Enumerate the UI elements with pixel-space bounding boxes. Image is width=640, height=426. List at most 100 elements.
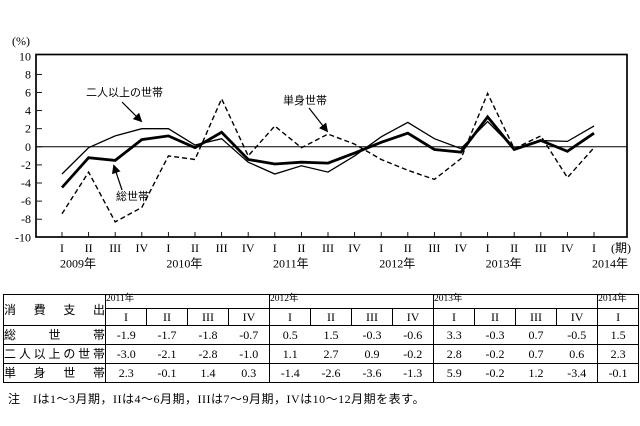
table-value-cell: -2.6 — [321, 366, 341, 380]
table-value-cell: -1.3 — [403, 366, 423, 380]
x-axis-quarter-label: I — [166, 241, 170, 255]
table-value-cell: -1.9 — [105, 325, 147, 345]
table-value-cell: 1.4 — [200, 366, 216, 380]
annotation-arrow-icon — [112, 164, 123, 191]
table-value-cell: 0.3 — [241, 366, 257, 380]
x-axis-quarter-label: I — [379, 241, 383, 255]
table-year-header: 2014年 — [597, 294, 639, 309]
table-value-cell: -3.4 — [567, 366, 587, 380]
table-value-cell: -1.7 — [157, 328, 177, 342]
table-quarter-header: I — [105, 308, 147, 326]
table-row-label: 総世帯 — [3, 325, 106, 345]
y-axis-label: 6 — [25, 86, 31, 100]
table-value-cell: -0.2 — [485, 366, 505, 380]
table-value-cell: 1.2 — [528, 366, 544, 380]
table-value-cell: 3.3 — [433, 325, 475, 345]
x-axis-year-label: 2014年 — [592, 257, 628, 271]
table-value-cell: 1.1 — [269, 344, 311, 364]
table-quarter-header: III — [515, 308, 557, 326]
table-value-cell: -1.8 — [198, 328, 218, 342]
table-row-label: 単身世帯 — [3, 363, 106, 383]
table-value-cell: 5.9 — [433, 363, 475, 383]
annotation-label-two-or-more-person-households: 二人以上の世帯 — [86, 86, 163, 99]
table-quarter-header: III — [351, 308, 393, 326]
x-axis-quarter-label: I — [273, 241, 277, 255]
table-value-cell: -0.7 — [239, 328, 259, 342]
table-value-cell: 1.5 — [597, 325, 639, 345]
x-axis-year-label: 2010年 — [166, 257, 202, 271]
table-value-cell: 2.7 — [323, 347, 339, 361]
table-value-cell: -0.3 — [362, 328, 382, 342]
x-axis-unit-label: (期) — [611, 241, 631, 255]
table-value-cell: -0.1 — [157, 366, 177, 380]
table-year-header: 2011年 — [104, 294, 270, 309]
table-quarter-header: IV — [227, 308, 270, 326]
x-axis-quarter-label: II — [404, 241, 412, 255]
y-axis-label: 0 — [25, 140, 31, 154]
consumption-expenditure-line-chart: -10 -8 -6 -4 -2 0 2 4 6 8 10 (%) I II III IV I II III IV I II… — [12, 34, 631, 271]
y-axis-label: -10 — [15, 230, 31, 244]
annotation-label-single-person-households: 単身世帯 — [283, 93, 327, 107]
table-year-header: 2013年 — [433, 294, 598, 309]
table-value-cell: -0.5 — [567, 328, 587, 342]
table-value-cell: 0.7 — [528, 347, 544, 361]
table-value-cell: 0.5 — [269, 325, 311, 345]
x-axis-year-label: 2011年 — [273, 257, 309, 271]
x-axis-quarter-label: I — [592, 241, 596, 255]
y-axis-label: 8 — [25, 67, 31, 81]
x-axis-year-label: 2013年 — [486, 257, 522, 271]
x-axis-quarter-label: III — [216, 241, 228, 255]
table-row: 単身世帯 2.3 -0.1 1.4 0.3 -1.4 -2.6 -3.6 -1.3 5.9 -0.2… — [3, 363, 639, 383]
table-quarter-header: IV — [392, 308, 434, 326]
table-value-cell: -2.8 — [198, 347, 218, 361]
y-axis-label: 10 — [19, 49, 31, 63]
annotation-arrow-icon — [308, 107, 329, 133]
x-axis-year-label: 2012年 — [379, 257, 415, 271]
table-row: 二人以上の世帯 -3.0 -2.1 -2.8 -1.0 1.1 2.7 0.9 -0.2 2.8-… — [3, 344, 639, 364]
x-axis-quarter-label: II — [297, 241, 305, 255]
x-axis-year-label: 2009年 — [60, 257, 96, 271]
table-value-cell: 0.9 — [364, 347, 380, 361]
y-axis-label: 4 — [25, 104, 31, 118]
plot-border — [35, 53, 628, 238]
x-axis-quarter-label: I — [60, 241, 64, 255]
table-quarter-header: I — [269, 308, 311, 326]
x-axis-quarter-label: II — [191, 241, 199, 255]
x-axis-quarter-label: III — [428, 241, 440, 255]
y-axis-label: -6 — [21, 194, 31, 208]
table-value-cell: 0.6 — [569, 347, 585, 361]
footnote: 注 Iは1～3月期，IIは4～6月期，IIIは7～9月期，IVは10～12月期を… — [8, 392, 425, 406]
table-quarter-header: I — [597, 308, 639, 326]
table-value-cell: -0.3 — [485, 328, 505, 342]
table-value-cell: -0.1 — [597, 363, 639, 383]
x-axis-quarter-label: IV — [455, 241, 468, 255]
table-value-cell: 2.3 — [105, 363, 147, 383]
table-value-cell: 2.3 — [597, 344, 639, 364]
table-value-cell: -2.1 — [157, 347, 177, 361]
x-axis-quarter-label: I — [486, 241, 490, 255]
y-axis-label: -8 — [21, 212, 31, 226]
table-value-cell: -3.0 — [105, 344, 147, 364]
annotation-arrow-icon — [121, 101, 143, 123]
x-axis-quarter-label: IV — [242, 241, 255, 255]
table-year-header: 2012年 — [269, 294, 434, 309]
x-axis-quarter-label: III — [109, 241, 121, 255]
series-line-single-person-households — [61, 91, 595, 223]
table-value-cell: -3.6 — [362, 366, 382, 380]
table-value-cell: -0.2 — [485, 347, 505, 361]
table-value-cell: -1.4 — [269, 363, 311, 383]
table-value-cell: -0.2 — [403, 347, 423, 361]
table-row-label: 二人以上の世帯 — [3, 344, 106, 364]
table-quarter-header: IV — [556, 308, 598, 326]
table-value-cell: 0.7 — [528, 328, 544, 342]
table-row: 総世帯 -1.9 -1.7 -1.8 -0.7 0.5 1.5 -0.3 -0.6 3.3 -0.3… — [3, 325, 639, 345]
table-value-cell: 2.8 — [433, 344, 475, 364]
table-value-cell: -0.6 — [403, 328, 423, 342]
table-corner-header: 消費支出 — [3, 294, 106, 326]
x-axis-quarter-label: IV — [135, 241, 148, 255]
table-quarter-header: II — [474, 308, 516, 326]
table-quarter-header: I — [433, 308, 475, 326]
x-axis-quarter-label: IV — [348, 241, 361, 255]
x-axis-quarter-label: II — [510, 241, 518, 255]
